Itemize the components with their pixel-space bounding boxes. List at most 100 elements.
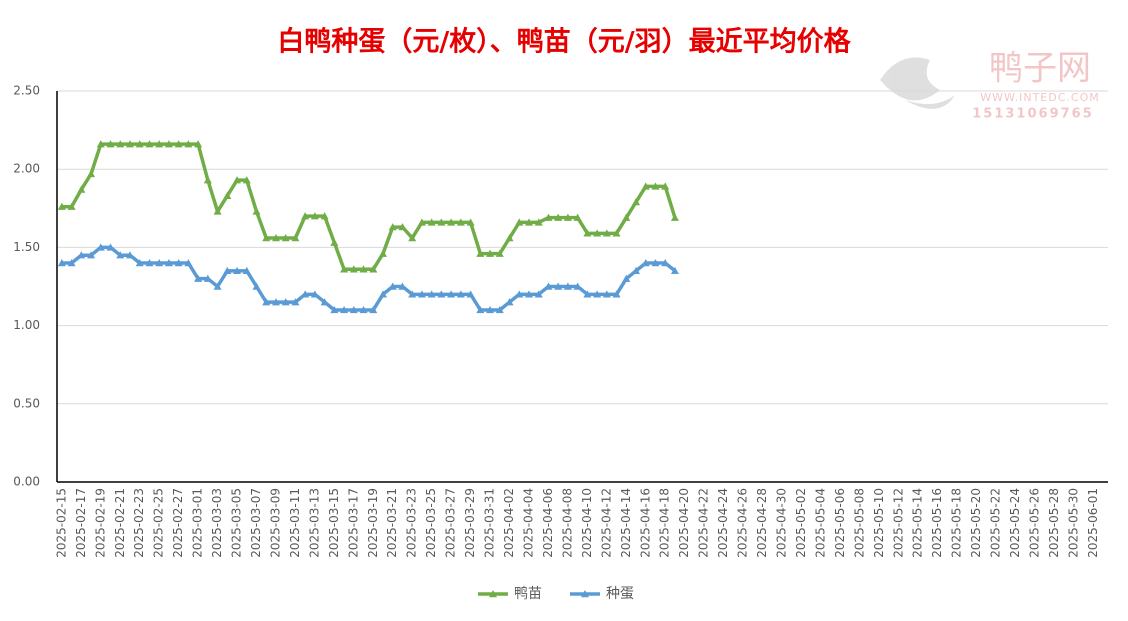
data-point bbox=[330, 305, 339, 314]
data-point bbox=[417, 218, 426, 226]
data-point bbox=[379, 249, 388, 257]
data-point bbox=[398, 282, 407, 290]
x-tick-label: 2025-04-22 bbox=[697, 488, 711, 558]
data-point bbox=[203, 176, 212, 184]
x-tick-label: 2025-05-28 bbox=[1047, 488, 1061, 558]
data-point bbox=[495, 249, 504, 257]
x-tick-label: 2025-03-09 bbox=[268, 488, 282, 558]
data-point bbox=[262, 234, 271, 242]
data-point bbox=[223, 191, 232, 199]
data-point bbox=[320, 298, 329, 306]
data-point bbox=[87, 251, 96, 259]
data-point bbox=[554, 282, 563, 290]
x-tick-label: 2025-03-31 bbox=[483, 488, 497, 558]
data-point bbox=[301, 212, 310, 220]
data-point bbox=[96, 140, 105, 148]
watermark-phone: 15131069765 bbox=[972, 107, 1094, 122]
data-point bbox=[242, 266, 251, 275]
data-point bbox=[515, 290, 524, 298]
x-tick-label: 2025-04-28 bbox=[755, 488, 769, 558]
legend-label: 鸭苗 bbox=[514, 586, 542, 602]
data-point bbox=[456, 218, 465, 226]
y-tick-label: 0.00 bbox=[13, 475, 40, 489]
data-point bbox=[632, 266, 641, 275]
data-point bbox=[593, 290, 602, 298]
chart-title: 白鸭种蛋（元/枚）、鸭苗（元/羽）最近平均价格 bbox=[277, 26, 851, 58]
data-point bbox=[612, 290, 621, 298]
data-point bbox=[369, 305, 378, 314]
data-point bbox=[116, 140, 125, 148]
data-point bbox=[417, 290, 426, 298]
data-point bbox=[233, 176, 242, 184]
x-tick-label: 2025-03-21 bbox=[385, 488, 399, 558]
data-point bbox=[398, 223, 407, 231]
x-tick-label: 2025-03-19 bbox=[366, 488, 380, 558]
data-point bbox=[369, 265, 378, 273]
data-point bbox=[77, 185, 86, 193]
data-point bbox=[184, 140, 193, 148]
data-point bbox=[184, 259, 193, 267]
x-tick-label: 2025-05-22 bbox=[989, 488, 1003, 558]
data-point bbox=[145, 259, 154, 267]
data-point bbox=[670, 213, 679, 221]
data-point bbox=[87, 169, 96, 178]
data-point bbox=[427, 290, 436, 298]
data-point bbox=[661, 182, 670, 190]
data-point bbox=[194, 140, 203, 148]
x-tick-label: 2025-06-01 bbox=[1086, 488, 1100, 558]
data-point bbox=[291, 234, 300, 242]
data-point bbox=[174, 259, 183, 267]
data-point bbox=[77, 251, 86, 259]
x-tick-label: 2025-04-16 bbox=[638, 488, 652, 558]
data-point bbox=[262, 298, 271, 306]
x-tick-label: 2025-03-13 bbox=[307, 488, 321, 558]
data-point bbox=[252, 207, 261, 215]
x-tick-label: 2025-03-15 bbox=[327, 488, 341, 558]
x-tick-label: 2025-02-15 bbox=[54, 488, 68, 558]
data-point bbox=[155, 140, 164, 148]
x-tick-label: 2025-04-12 bbox=[599, 488, 613, 558]
data-point bbox=[223, 266, 232, 275]
x-tick-label: 2025-03-23 bbox=[405, 488, 419, 558]
data-point bbox=[67, 202, 76, 210]
data-point bbox=[602, 229, 611, 237]
x-tick-label: 2025-03-29 bbox=[463, 488, 477, 558]
x-tick-label: 2025-05-12 bbox=[891, 488, 905, 558]
data-point bbox=[203, 274, 212, 282]
data-point bbox=[622, 274, 631, 282]
data-point bbox=[135, 259, 144, 267]
data-point bbox=[349, 305, 358, 314]
data-point bbox=[632, 198, 641, 206]
x-tick-label: 2025-04-10 bbox=[580, 488, 594, 558]
data-point bbox=[563, 282, 572, 290]
data-point bbox=[466, 218, 475, 226]
x-tick-label: 2025-03-03 bbox=[210, 488, 224, 558]
data-point bbox=[486, 249, 495, 257]
data-point bbox=[661, 259, 670, 267]
data-point bbox=[67, 259, 76, 267]
x-tick-label: 2025-05-04 bbox=[813, 488, 827, 558]
x-tick-label: 2025-05-10 bbox=[872, 488, 886, 558]
watermark: 鸭子网 WWW.INTEDC.COM 15131069765 bbox=[880, 49, 1099, 122]
data-point bbox=[359, 265, 368, 273]
x-tick-label: 2025-03-07 bbox=[249, 488, 263, 558]
data-point bbox=[408, 234, 417, 242]
data-point bbox=[271, 298, 280, 306]
data-point bbox=[135, 140, 144, 148]
data-point bbox=[174, 140, 183, 148]
x-tick-label: 2025-04-06 bbox=[541, 488, 555, 558]
watermark-logo bbox=[880, 57, 955, 109]
x-tick-label: 2025-05-18 bbox=[950, 488, 964, 558]
y-tick-label: 1.50 bbox=[13, 240, 40, 254]
x-tick-label: 2025-04-14 bbox=[619, 488, 633, 558]
data-point bbox=[651, 259, 660, 267]
legend-label: 种蛋 bbox=[606, 586, 634, 602]
x-tick-label: 2025-03-27 bbox=[444, 488, 458, 558]
data-point bbox=[476, 305, 485, 314]
x-tick-label: 2025-05-24 bbox=[1008, 488, 1022, 558]
data-point bbox=[340, 265, 349, 273]
data-point bbox=[583, 290, 592, 298]
data-point bbox=[651, 182, 660, 190]
data-point bbox=[164, 259, 173, 267]
